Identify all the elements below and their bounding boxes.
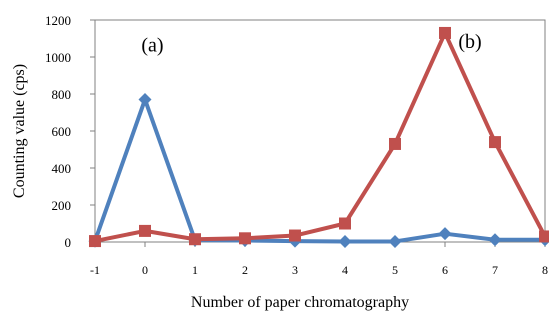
y-tick-label: 0 [65,235,72,250]
x-tick-label: 7 [492,263,498,277]
y-axis-ticks: 0 200 400 600 800 1000 1200 [45,13,95,250]
y-tick-label: 200 [52,198,72,213]
series-2-point [339,217,351,230]
panel-annotation: (a) [141,34,163,56]
series-2-point [89,235,101,248]
series-2-point [239,232,251,245]
series-2-line [93,30,547,244]
x-tick-label: 8 [542,263,548,277]
y-tick-label: 600 [52,124,72,139]
series-1-point [438,227,452,241]
series-1-line [93,97,547,244]
x-tick-label: -1 [90,263,100,277]
x-tick-label: 3 [292,263,298,277]
y-tick-label: 800 [52,87,72,102]
series-1-point [138,93,152,107]
x-axis-ticks: -1 0 1 2 3 4 5 6 7 8 [90,242,548,277]
x-tick-label: 6 [442,263,448,277]
annotation-layer: (a) (b) [141,31,481,57]
series-1-point [388,234,402,248]
y-tick-label: 400 [52,161,72,176]
series-1-point [338,234,352,248]
y-axis-label: Counting value (cps) [11,64,28,198]
y-tick-label: 1000 [45,50,71,65]
series-2-point [439,26,451,39]
series-2-point [389,137,401,150]
x-axis-label: Number of paper chromatography [191,294,409,311]
x-tick-label: 5 [392,263,398,277]
series-2-point [189,233,201,246]
series-2-point [489,136,501,149]
series-layer [88,26,549,248]
x-tick-label: 1 [192,263,198,277]
x-tick-label: 4 [342,263,348,277]
series-2-point [139,224,151,237]
panel-annotation: (b) [458,31,481,53]
y-tick-label: 1200 [45,13,71,28]
series-2-point [289,229,301,242]
series-1-point [488,233,502,247]
x-tick-label: 0 [142,263,148,277]
x-tick-label: 2 [242,263,248,277]
series-2-point [539,230,549,243]
